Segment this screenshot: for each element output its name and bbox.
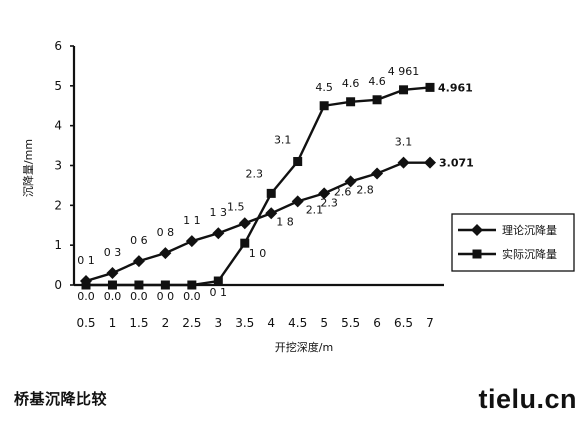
data-label-theoretical: 1.5 (227, 200, 245, 213)
y-tick-label: 3 (54, 159, 62, 173)
point-actual (266, 188, 276, 198)
data-label-theoretical: 1 8 (276, 215, 294, 228)
data-label-theoretical: 0 3 (104, 246, 122, 259)
data-label-actual: 4.5 (315, 81, 333, 94)
data-label-actual: 0 0 (157, 290, 175, 303)
x-tick-label: 2 (162, 316, 170, 330)
point-actual (240, 238, 250, 248)
y-tick-label: 6 (54, 39, 62, 53)
point-theoretical (106, 267, 119, 280)
data-label-actual: 0.0 (183, 290, 201, 303)
point-actual (319, 101, 329, 111)
y-tick-label: 4 (54, 119, 62, 133)
x-tick-label: 4.5 (288, 316, 307, 330)
data-label-actual: 0 1 (210, 286, 228, 299)
point-theoretical (265, 207, 278, 220)
data-label-theoretical: 1 1 (183, 214, 201, 227)
y-axis-title: 沉降量/mm (21, 139, 35, 197)
data-label-theoretical: 0 8 (157, 226, 175, 239)
series-layer (80, 82, 436, 290)
data-label-theoretical: 2.3 (320, 196, 338, 209)
data-label-actual: 1 0 (249, 247, 267, 260)
x-tick-label: 1 (109, 316, 117, 330)
point-theoretical (291, 195, 304, 208)
legend-box (451, 213, 575, 272)
data-label-theoretical: 0 6 (130, 234, 148, 247)
data-label-theoretical: 3.1 (395, 136, 413, 149)
x-tick-label: 1.5 (129, 316, 148, 330)
legend-label-theoretical: 理论沉降量 (502, 223, 557, 237)
x-tick-label: 0.5 (76, 316, 95, 330)
x-tick-label: 5.5 (341, 316, 360, 330)
legend-marker-theoretical (471, 224, 483, 236)
point-theoretical (238, 217, 251, 230)
point-theoretical (318, 187, 331, 200)
point-theoretical (397, 156, 410, 169)
x-tick-label: 6.5 (394, 316, 413, 330)
data-label-actual: 0.0 (104, 290, 122, 303)
point-actual (134, 280, 144, 290)
x-tick-label: 7 (426, 316, 434, 330)
point-actual (425, 82, 435, 92)
x-tick-label: 5 (320, 316, 328, 330)
point-actual (213, 276, 223, 286)
data-label-theoretical: 2.1 (306, 203, 324, 216)
point-theoretical (371, 167, 384, 180)
x-tick-label: 6 (373, 316, 381, 330)
point-actual (293, 157, 303, 167)
data-label-actual: 3.1 (274, 134, 292, 147)
data-label-theoretical: 0 1 (77, 254, 95, 267)
point-theoretical (132, 255, 145, 268)
legend-marker-actual (472, 249, 482, 259)
y-tick-label: 5 (54, 79, 62, 93)
data-label-actual: 0.0 (130, 290, 148, 303)
figure-caption: 桥基沉降比较 (14, 390, 108, 408)
watermark: tielu.cn (478, 384, 577, 414)
data-label-actual: 4.961 (438, 81, 473, 94)
x-tick-label: 4 (267, 316, 275, 330)
y-tick-label: 0 (54, 278, 62, 292)
settlement-chart: 0 1 2 3 4 5 6 0.5 1 1.5 2 2.5 3 3.5 4 4.5 5 5.5 6 6.5 7 开挖深度/… (21, 39, 575, 354)
point-actual (81, 280, 91, 290)
point-actual (346, 97, 356, 107)
point-actual (372, 95, 382, 105)
point-theoretical (424, 156, 436, 169)
data-label-actual: 4.6 (342, 77, 360, 90)
data-label-actual: 4.6 (368, 75, 386, 88)
data-label-theoretical: 2.8 (356, 183, 374, 196)
y-tick-label: 1 (54, 238, 62, 252)
y-tick-label: 2 (54, 198, 62, 212)
point-theoretical (185, 235, 198, 248)
point-theoretical (344, 175, 357, 188)
x-tick-label: 3.5 (235, 316, 254, 330)
point-theoretical (159, 247, 172, 260)
data-label-theoretical: 1 3 (210, 206, 228, 219)
x-tick-label: 3 (214, 316, 222, 330)
point-actual (107, 280, 117, 290)
point-actual (187, 280, 197, 290)
point-theoretical (212, 227, 225, 240)
data-labels: 0 10 30 60 81 11 3 1.51 82.12.32.6 2.83.13… (77, 65, 474, 303)
data-label-theoretical: 2.6 (334, 185, 352, 198)
data-label-actual: 0.0 (77, 290, 95, 303)
x-axis-title: 开挖深度/m (275, 340, 333, 354)
data-label-actual: 4 961 (388, 65, 420, 78)
data-label-actual: 2.3 (245, 167, 263, 180)
x-tick-label: 2.5 (182, 316, 201, 330)
point-actual (399, 85, 409, 95)
legend-label-actual: 实际沉降量 (502, 247, 557, 261)
point-actual (160, 280, 170, 290)
data-label-theoretical: 3.071 (439, 157, 474, 170)
